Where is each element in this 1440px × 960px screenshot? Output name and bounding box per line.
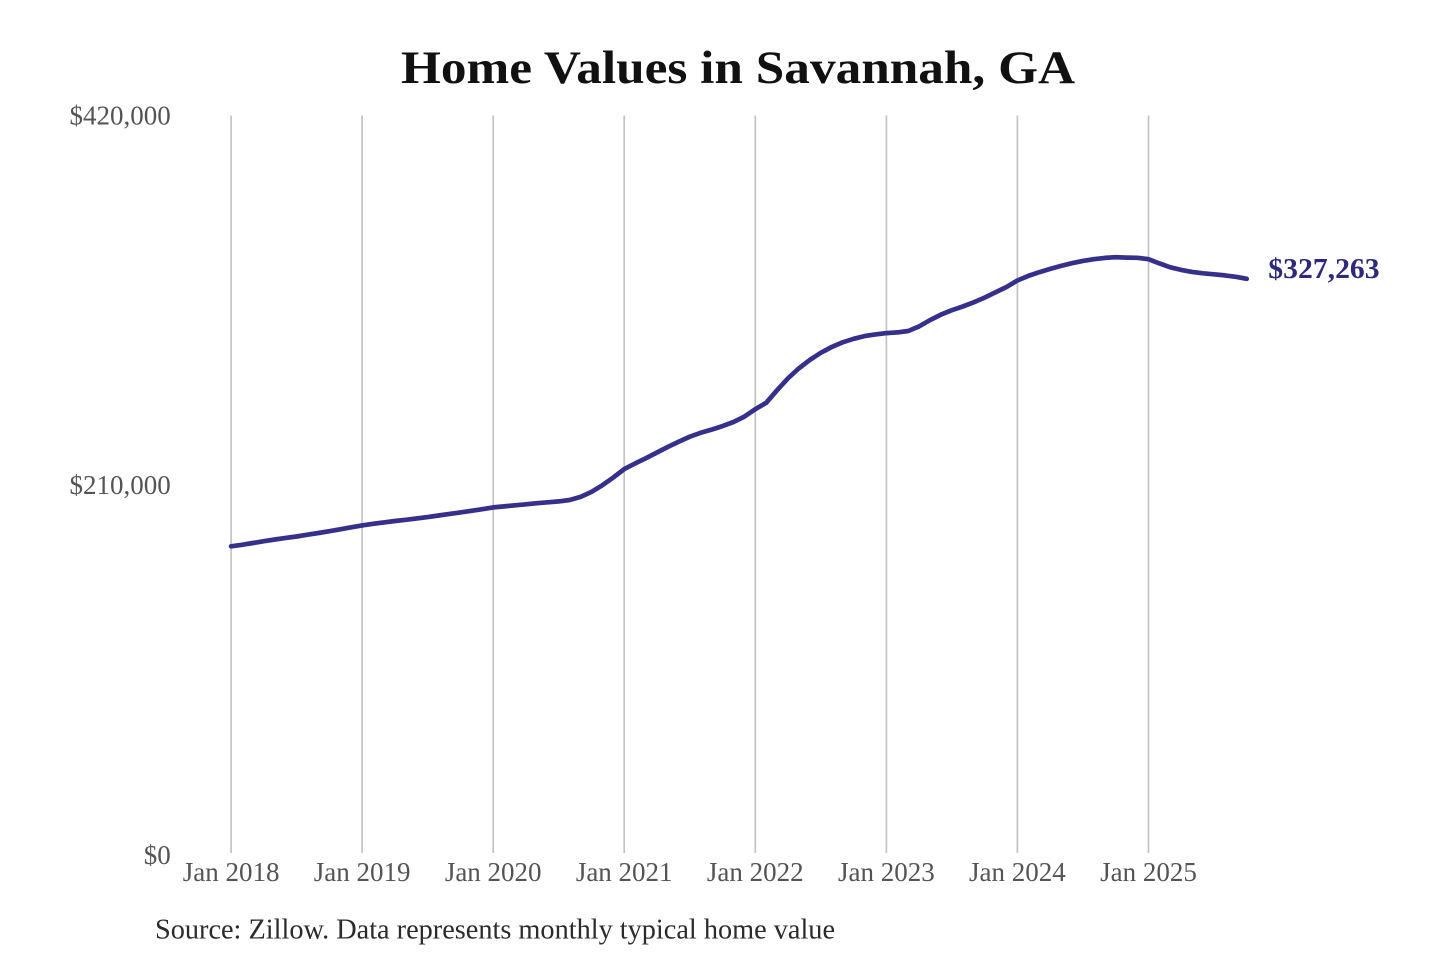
svg-text:Jan 2018: Jan 2018 bbox=[183, 857, 280, 887]
svg-text:$420,000: $420,000 bbox=[70, 101, 171, 131]
svg-text:Jan 2023: Jan 2023 bbox=[838, 857, 935, 887]
svg-text:Jan 2019: Jan 2019 bbox=[314, 857, 411, 887]
svg-text:Source: Zillow. Data represent: Source: Zillow. Data represents monthly … bbox=[155, 915, 835, 946]
svg-text:$327,263: $327,263 bbox=[1268, 254, 1379, 285]
svg-text:Jan 2025: Jan 2025 bbox=[1100, 857, 1197, 887]
svg-text:Home Values in Savannah, GA: Home Values in Savannah, GA bbox=[401, 42, 1075, 94]
svg-text:Jan 2022: Jan 2022 bbox=[707, 857, 804, 887]
svg-text:Jan 2024: Jan 2024 bbox=[969, 857, 1066, 887]
svg-text:$210,000: $210,000 bbox=[70, 470, 171, 500]
svg-text:Jan 2020: Jan 2020 bbox=[445, 857, 542, 887]
svg-text:$0: $0 bbox=[144, 840, 171, 870]
svg-text:Jan 2021: Jan 2021 bbox=[576, 857, 673, 887]
